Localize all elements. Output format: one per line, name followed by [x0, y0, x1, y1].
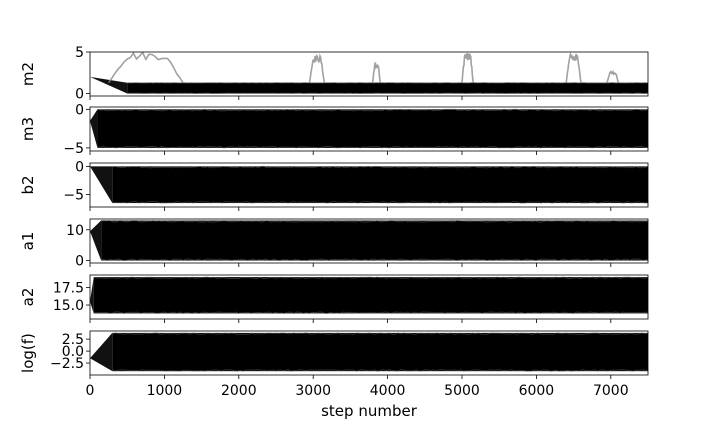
walker-traces: [90, 52, 648, 95]
trace-panel-a2: 17.515.0 a2: [19, 274, 649, 323]
walker-band: [93, 277, 648, 314]
burn-in-fan: [90, 220, 102, 261]
y-axis-label-a1: a1: [19, 232, 37, 251]
x-tick-label: 0: [86, 383, 95, 399]
walker-band: [97, 109, 648, 148]
walker-band: [112, 332, 648, 372]
x-tick-label: 6000: [519, 383, 555, 399]
trace-panel-m2: 0 5 m2: [19, 45, 649, 103]
y-tick-label: −2.5: [50, 356, 84, 372]
burn-in-fan: [90, 332, 113, 372]
x-tick-label: 4000: [370, 383, 406, 399]
panel-frame: [89, 106, 649, 152]
x-axis: step number: [321, 402, 418, 420]
walker-traces: [90, 276, 648, 314]
walker-edge-lower: [112, 201, 648, 204]
walker-excursion: [606, 69, 619, 83]
walker-band: [112, 166, 648, 204]
y-tick-label: 17.5: [53, 281, 84, 297]
walker-edge-upper: [112, 332, 648, 335]
x-tick-label: 3000: [295, 383, 331, 399]
walker-excursion: [461, 53, 474, 83]
walker-edge-lower: [97, 145, 648, 149]
panel-frame: [89, 51, 649, 97]
x-tick-label: 1000: [147, 383, 183, 399]
burn-in-fan: [90, 76, 128, 94]
walker-traces: [90, 108, 648, 149]
y-axis-label-log(f): log(f): [19, 333, 37, 373]
burn-in-fan: [90, 277, 94, 314]
panel-frame: [89, 330, 649, 376]
trace-panel-b2: 0 −5 b2: [19, 159, 649, 211]
walker-traces: [90, 332, 648, 372]
burn-in-fan: [90, 166, 113, 204]
y-axis-label-a2: a2: [19, 288, 37, 307]
walker-edge-upper: [93, 276, 648, 280]
y-tick-label: 2.5: [62, 332, 84, 348]
x-tick-label: 5000: [444, 383, 480, 399]
panel-frame: [89, 218, 649, 264]
y-axis-label-m3: m3: [19, 117, 37, 141]
walker-excursion: [308, 53, 326, 83]
y-tick-label: 0.0: [62, 344, 84, 360]
walker-edge-upper: [112, 165, 648, 169]
walker-excursion: [107, 52, 184, 84]
walker-band: [127, 82, 648, 94]
y-tick-label: 0: [75, 254, 84, 270]
y-tick-label: 5: [75, 45, 84, 61]
y-axis-label-b2: b2: [19, 175, 37, 194]
x-tick-label: 7000: [593, 383, 629, 399]
trace-panel-m3: 0 −5 m3: [19, 102, 649, 157]
walker-excursion: [371, 61, 381, 83]
panel-frame: [89, 274, 649, 320]
trace-panel-a1: 10 0 a1: [19, 218, 649, 270]
walker-traces: [90, 165, 648, 204]
y-tick-label: 10: [66, 223, 84, 239]
walker-edge-lower: [93, 311, 648, 314]
x-axis-label: step number: [321, 402, 418, 420]
trace-panel-log(f): 2.50.0−2.5 log(f) 0 1000 2000 3000 4000 5000 600…: [19, 330, 649, 399]
y-tick-label: 0: [75, 87, 84, 103]
walker-edge-lower: [101, 258, 648, 262]
walker-band: [101, 220, 648, 261]
y-tick-label: −5: [63, 141, 84, 157]
walker-traces: [90, 219, 648, 262]
y-tick-label: 0: [75, 159, 84, 175]
y-axis-label-m2: m2: [19, 62, 37, 86]
walker-edge-upper: [101, 219, 648, 223]
walker-excursion: [565, 52, 582, 83]
y-tick-label: 15.0: [53, 298, 84, 314]
panels-layer: 0 5 m2 0 −5 m3 0 −5 b2 10 0 a1 17.515.0 a2 2.50.0−2.5 l…: [19, 45, 649, 399]
burn-in-fan: [90, 109, 98, 148]
y-tick-label: −5: [63, 188, 84, 204]
x-tick-label: 2000: [221, 383, 257, 399]
walker-edge-lower: [112, 369, 648, 372]
walker-edge-upper: [97, 108, 648, 112]
y-tick-label: 0: [75, 102, 84, 118]
panel-frame: [89, 162, 649, 208]
